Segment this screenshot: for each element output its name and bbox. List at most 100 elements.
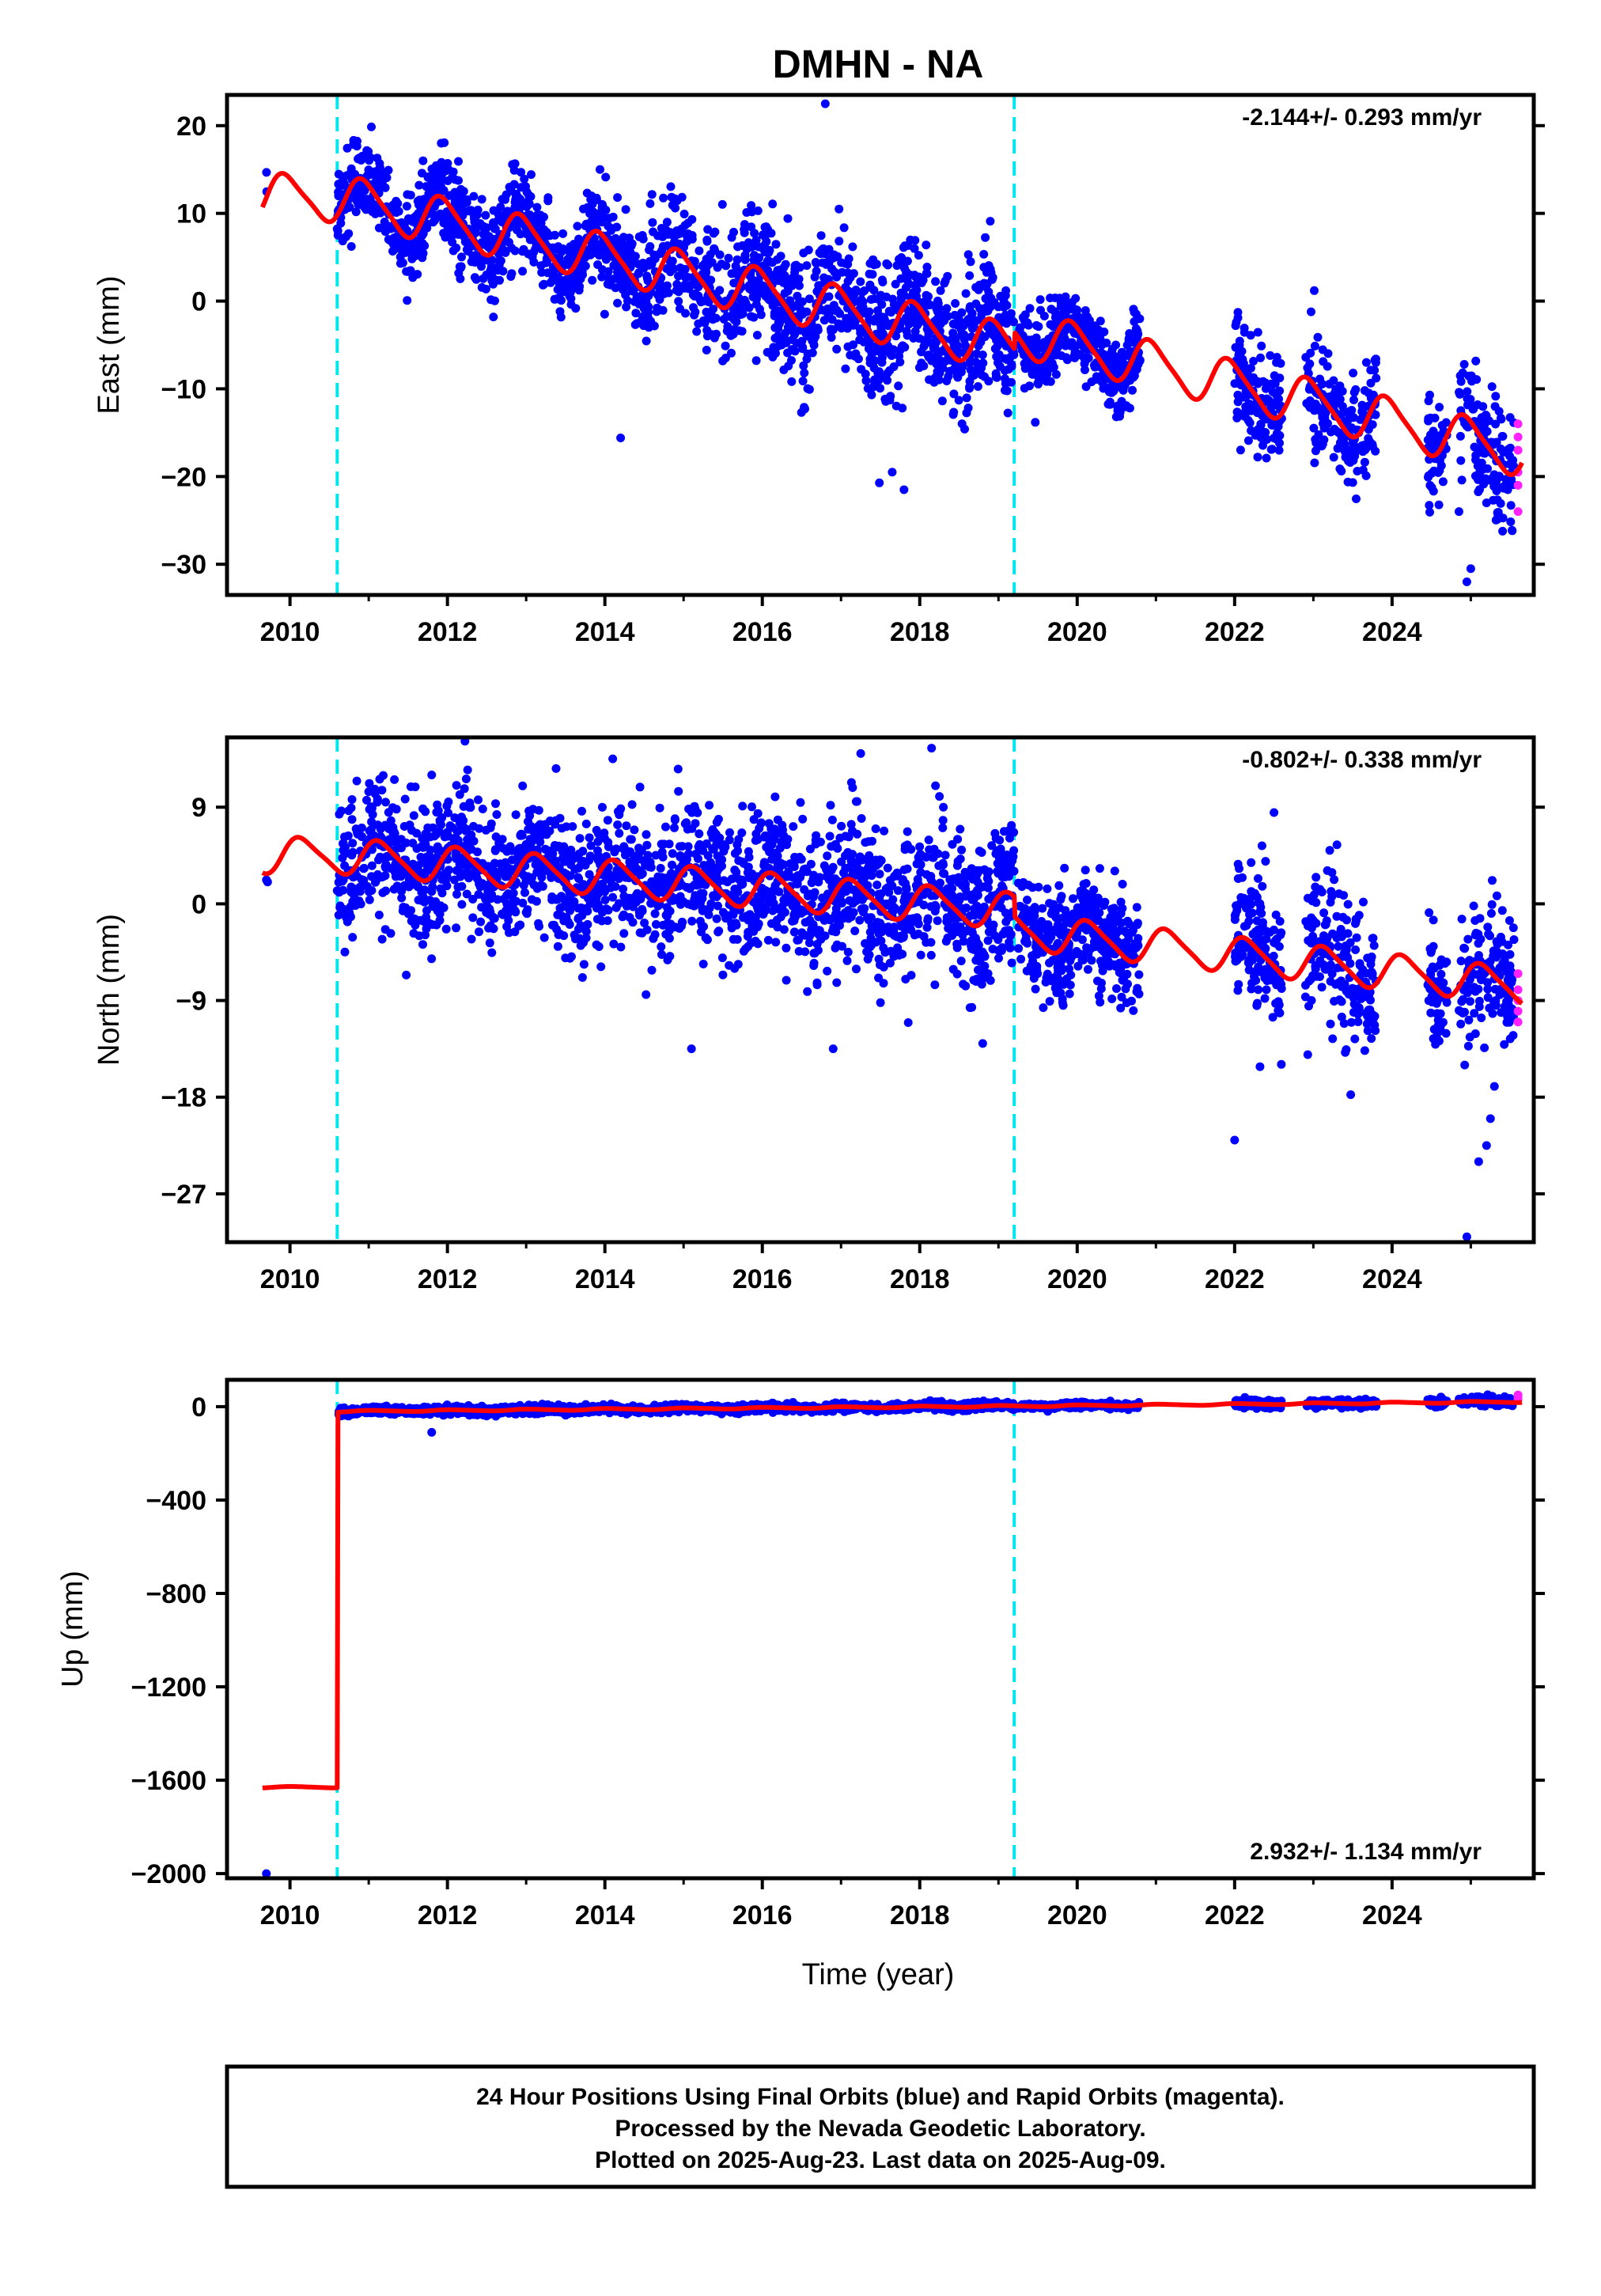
data-point-1440 — [983, 267, 993, 277]
data-point-729 — [423, 172, 433, 182]
data-point-2382 — [1047, 358, 1057, 368]
data-point-744 — [619, 892, 629, 901]
data-point-2687 — [1329, 376, 1338, 385]
data-point-1826 — [957, 419, 967, 429]
data-point-2619 — [1370, 366, 1380, 375]
data-point-1156 — [718, 356, 728, 366]
data-point-1990 — [796, 798, 805, 807]
data-point-1597 — [706, 858, 715, 867]
data-point-1724 — [666, 182, 676, 191]
data-point-971 — [657, 950, 666, 959]
data-point-2900 — [1506, 517, 1516, 526]
data-point-1972 — [725, 828, 734, 837]
data-point-220 — [409, 811, 418, 820]
data-point-819 — [443, 210, 452, 219]
outlier-point-3 — [888, 468, 897, 477]
data-point-586 — [422, 182, 431, 191]
data-point-355 — [622, 302, 631, 312]
data-point-210 — [374, 911, 384, 919]
data-point-1507 — [845, 896, 854, 905]
data-point-1793 — [837, 821, 846, 831]
data-point-2907 — [1508, 456, 1518, 465]
data-point-2726 — [1364, 434, 1373, 443]
data-point-1850 — [649, 934, 658, 943]
data-point-2319 — [1133, 326, 1142, 335]
data-point-1671 — [710, 227, 720, 237]
data-point-843 — [441, 228, 451, 237]
data-point-2336 — [1090, 362, 1100, 372]
data-point-598 — [441, 876, 450, 885]
data-point-585 — [622, 821, 631, 831]
data-point-668 — [632, 864, 642, 873]
data-point-896 — [469, 836, 479, 846]
data-point-2502 — [1275, 386, 1285, 396]
data-point-1178 — [895, 358, 905, 367]
data-point-1381 — [918, 275, 928, 285]
data-point-1108 — [674, 297, 683, 306]
data-point-1906 — [957, 308, 967, 317]
data-point-816 — [609, 261, 619, 270]
data-point-2911 — [1474, 487, 1483, 497]
data-point-2332 — [1096, 348, 1106, 357]
x-tick-label: 2010 — [260, 617, 320, 647]
data-point-821 — [377, 786, 387, 795]
data-point-1540 — [698, 316, 708, 325]
data-point-759 — [501, 858, 510, 867]
data-point-1957 — [658, 305, 668, 315]
data-point-2735 — [1434, 500, 1444, 510]
data-point-1933 — [822, 865, 831, 874]
data-point-1695 — [944, 372, 953, 381]
data-point-671 — [545, 816, 554, 825]
data-point-1636 — [698, 904, 707, 913]
data-point-878 — [437, 820, 445, 829]
data-point-1422 — [651, 851, 660, 860]
data-point-846 — [412, 236, 422, 245]
data-point-1275 — [799, 248, 808, 258]
data-point-2498 — [1256, 353, 1265, 362]
data-point-1559 — [906, 971, 916, 980]
data-point-898 — [471, 871, 481, 881]
data-point-2218 — [1061, 292, 1070, 301]
data-point-1688 — [876, 998, 885, 1007]
data-point-1644 — [695, 916, 705, 926]
data-point-717 — [515, 843, 524, 853]
data-point-1603 — [965, 1003, 975, 1013]
data-point-2904 — [1455, 389, 1464, 399]
data-point-1969 — [866, 869, 876, 878]
data-point-2409 — [1233, 397, 1243, 407]
data-point-2543 — [1267, 420, 1277, 430]
data-point-1898 — [880, 948, 890, 957]
data-point-202 — [627, 800, 637, 809]
data-point-1798 — [700, 259, 710, 268]
data-point-692 — [507, 243, 517, 252]
data-point-2715 — [1318, 412, 1327, 422]
data-point-1801 — [1006, 930, 1016, 939]
y-tick-label: 0 — [191, 287, 206, 317]
data-point-352 — [352, 776, 361, 786]
data-point-1885 — [822, 260, 831, 269]
data-point-775 — [486, 295, 496, 305]
data-point-1836 — [907, 291, 917, 301]
data-point-1984 — [949, 407, 959, 417]
data-point-398 — [378, 888, 388, 897]
data-point-1725 — [900, 241, 910, 251]
data-point-1760 — [680, 272, 690, 282]
data-point-818 — [623, 251, 632, 260]
data-point-1808 — [826, 801, 835, 810]
data-point-2297 — [1099, 328, 1108, 337]
data-point-1942 — [875, 347, 884, 357]
data-point-866 — [486, 823, 495, 832]
data-point-191 — [491, 799, 500, 809]
data-point-2784 — [1423, 435, 1433, 445]
data-point-2895 — [1498, 526, 1508, 536]
outlier-point-1 — [820, 99, 830, 108]
data-point-804 — [592, 915, 602, 924]
data-point-866 — [551, 244, 561, 254]
data-point-747 — [470, 273, 479, 282]
data-point-1575 — [702, 839, 711, 848]
data-point-722 — [588, 275, 597, 285]
data-point-836 — [423, 823, 433, 832]
data-point-1842 — [803, 332, 812, 341]
data-point-942 — [672, 286, 681, 295]
